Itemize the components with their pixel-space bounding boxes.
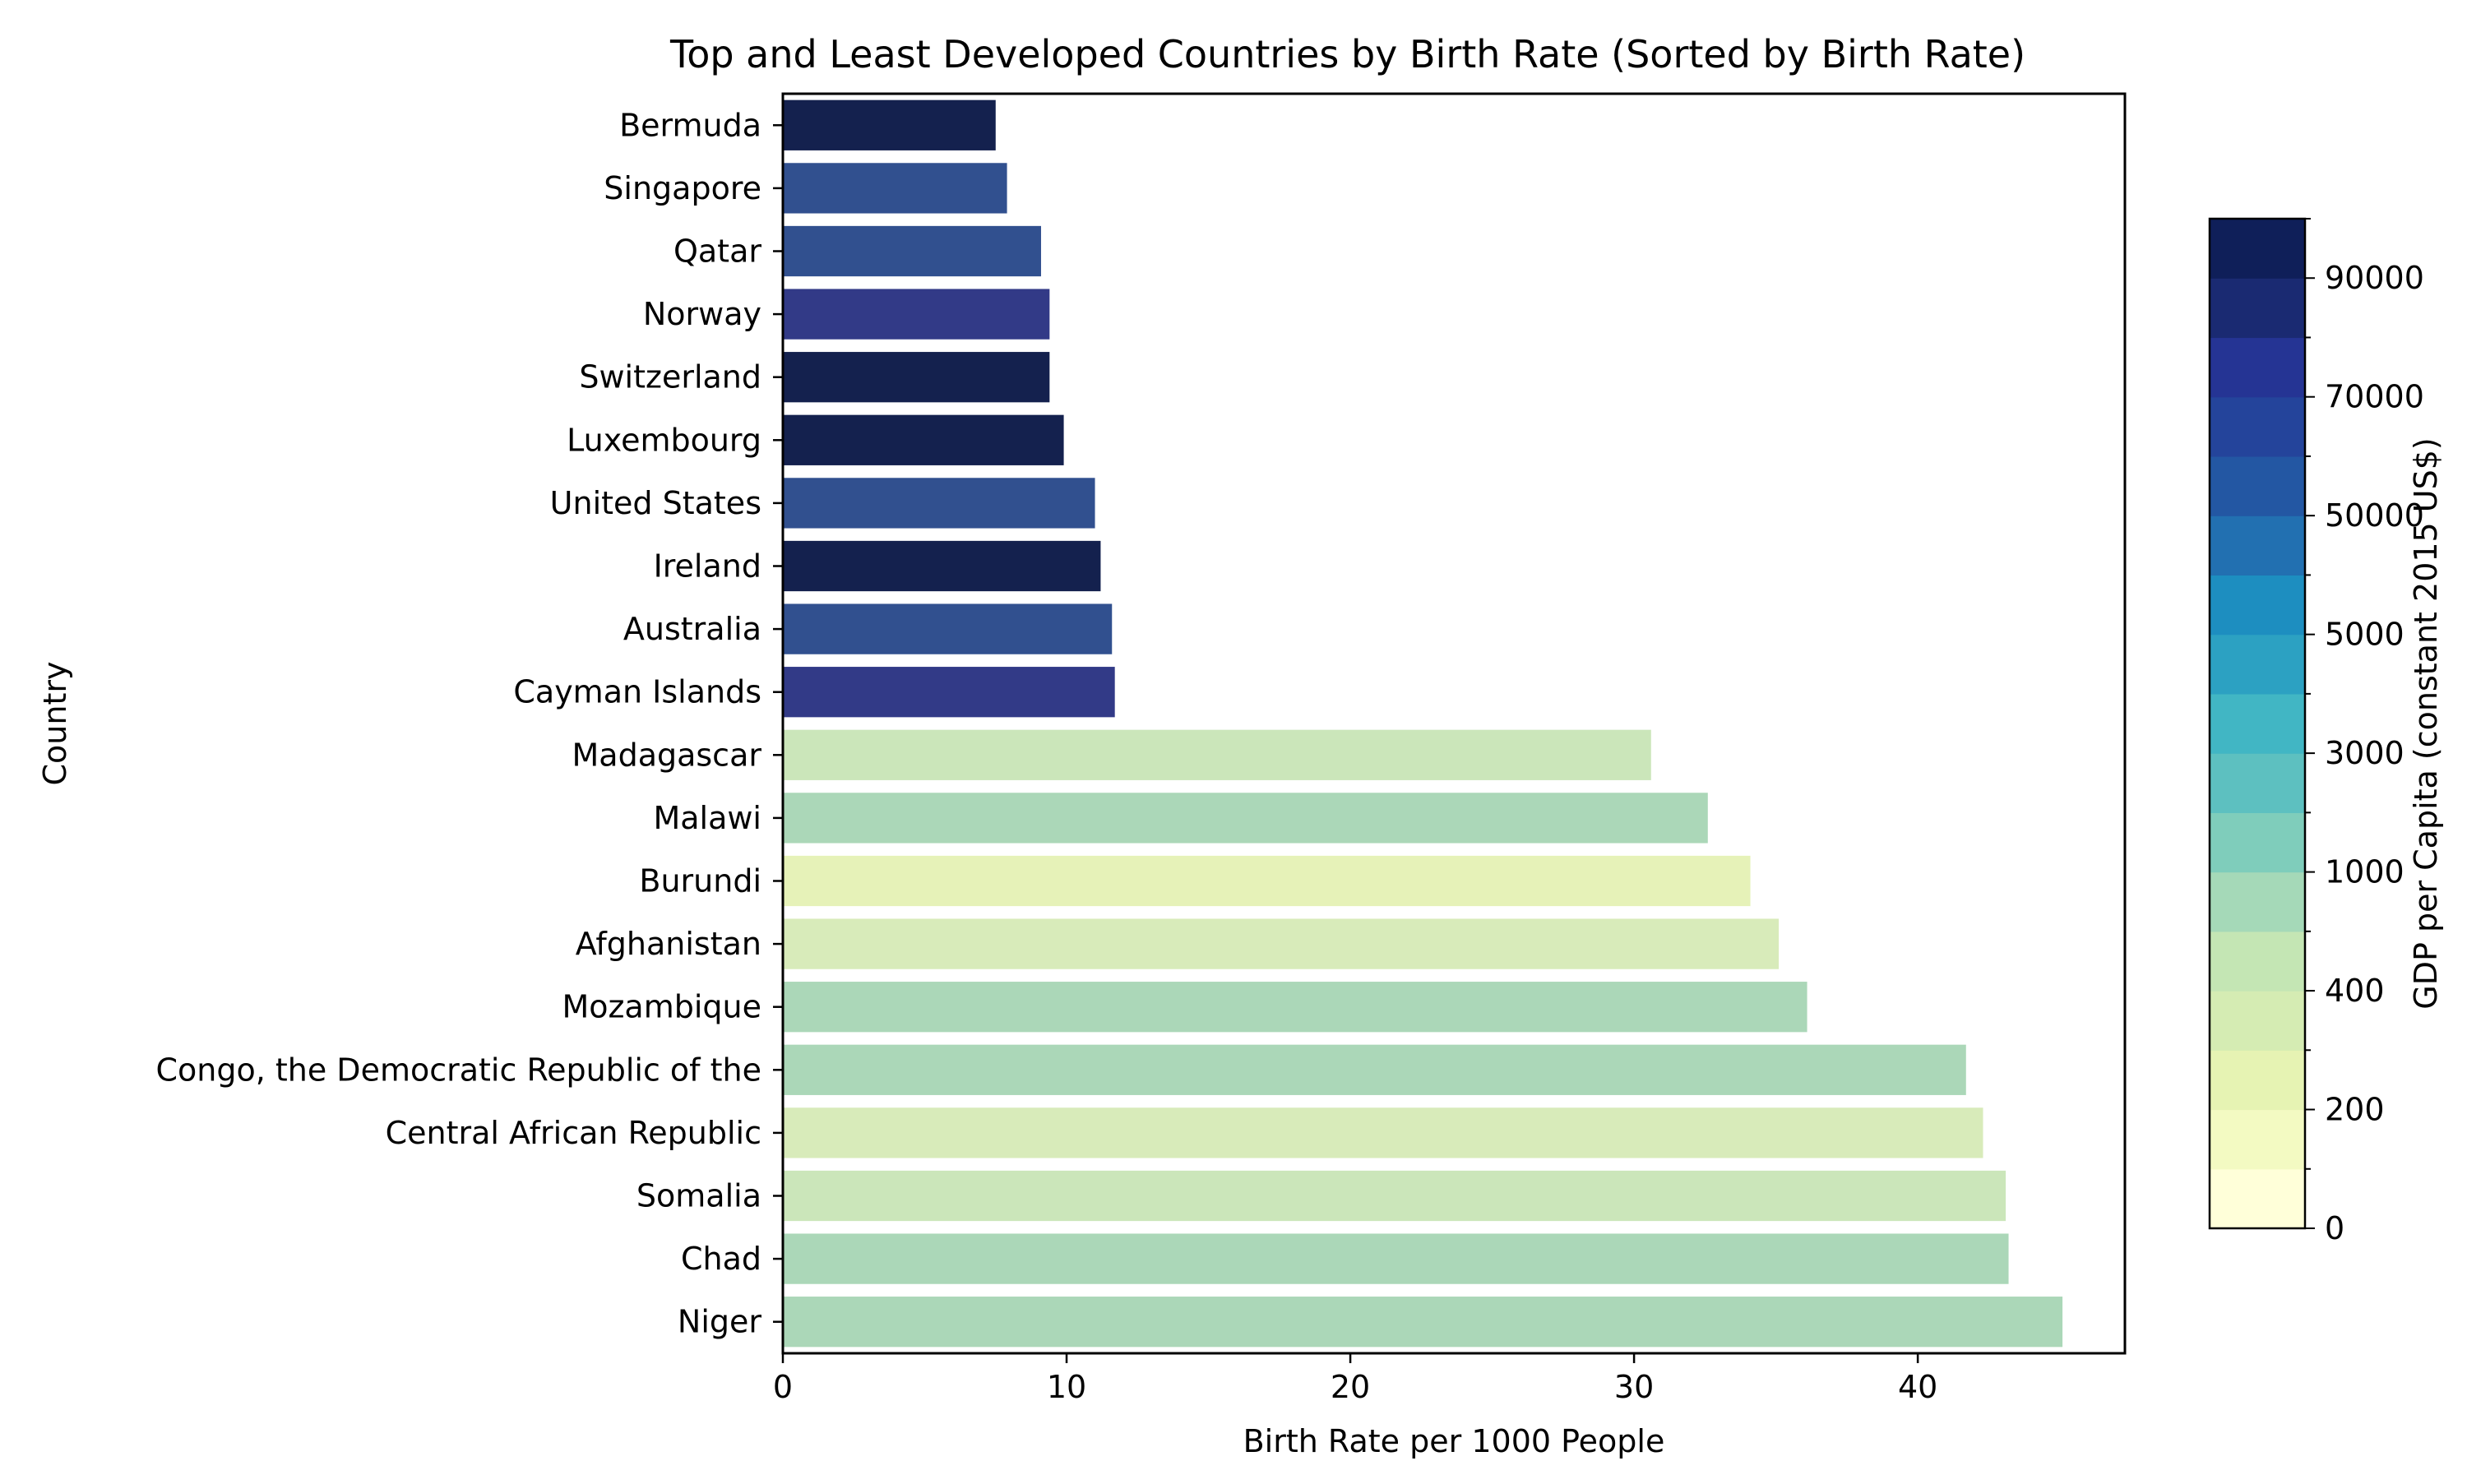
y-tick-label: Niger [678, 1304, 761, 1340]
bar [783, 729, 1651, 780]
y-tick-label: Mozambique [562, 989, 761, 1025]
bar [783, 667, 1115, 718]
bar [783, 478, 1095, 529]
colorbar-bin [2210, 991, 2305, 1051]
bar [783, 1044, 1966, 1095]
y-tick-label: Norway [643, 296, 761, 332]
bar [783, 540, 1101, 592]
bar [783, 352, 1050, 403]
colorbar-bin [2210, 871, 2305, 932]
colorbar-tick-label: 5000 [2325, 617, 2405, 653]
y-tick-label: Singapore [604, 170, 761, 206]
colorbar-bin [2210, 753, 2305, 813]
y-tick-label: Cayman Islands [513, 674, 761, 710]
colorbar-tick-label: 1000 [2325, 854, 2405, 890]
bars-layer [783, 99, 2063, 1348]
y-tick-label: Madagascar [572, 737, 762, 773]
colorbar-bin [2210, 396, 2305, 457]
y-tick-label: Switzerland [579, 359, 761, 395]
colorbar-bin [2210, 931, 2305, 992]
bar [783, 225, 1041, 277]
colorbar-bin [2210, 1050, 2305, 1111]
y-tick-label: Ireland [654, 548, 761, 585]
colorbar-tick-label: 70000 [2325, 379, 2424, 415]
y-tick-label: Qatar [673, 233, 761, 270]
y-tick-label: United States [550, 485, 761, 521]
bar [783, 163, 1007, 214]
colorbar-bin [2210, 455, 2305, 516]
bar [783, 855, 1751, 907]
y-axis-ticks: Bermuda Singapore Qatar Norway Switzerland Lu… [155, 107, 783, 1340]
chart-title: Top and Least Developed Countries by Bir… [669, 32, 2025, 76]
x-axis-ticks: 0 10 20 30 40 [773, 1353, 1937, 1405]
y-tick-label: Burundi [639, 863, 761, 899]
colorbar-label: GDP per Capita (constant 2015 US$) [2408, 437, 2444, 1010]
colorbar-tick-label: 200 [2325, 1092, 2385, 1128]
y-tick-label: Somalia [636, 1178, 761, 1214]
y-tick-label: Chad [681, 1241, 761, 1277]
y-tick-label: Luxembourg [567, 422, 761, 458]
bar [783, 414, 1064, 465]
colorbar-frame [2208, 217, 2307, 1230]
colorbar-bin [2210, 515, 2305, 576]
y-tick-label: Congo, the Democratic Republic of the [155, 1052, 761, 1088]
bar [783, 1297, 2063, 1348]
colorbar-bin [2210, 1168, 2305, 1229]
colorbar-bin [2210, 219, 2305, 279]
bar [783, 1170, 2006, 1222]
colorbar-bin [2210, 634, 2305, 695]
y-tick-label: Afghanistan [576, 926, 761, 962]
bar [783, 982, 1807, 1033]
y-tick-label: Central African Republic [386, 1115, 761, 1151]
colorbar-tick-label: 90000 [2325, 260, 2424, 296]
x-tick-label: 20 [1331, 1369, 1370, 1405]
bar [783, 1233, 2009, 1284]
colorbar-bins [2210, 219, 2305, 1229]
colorbar-bin [2210, 812, 2305, 873]
bar [783, 918, 1780, 969]
colorbar-bin [2210, 337, 2305, 398]
y-tick-label: Malawi [653, 800, 761, 836]
x-axis-label: Birth Rate per 1000 People [1243, 1423, 1665, 1459]
colorbar: 0 200 400 1000 3000 5000 50000 70000 90000 GDP p… [2208, 217, 2444, 1246]
bar [783, 603, 1113, 654]
bar [783, 793, 1708, 844]
y-tick-label: Australia [623, 611, 761, 647]
bar [783, 289, 1050, 340]
x-tick-label: 0 [773, 1369, 793, 1405]
colorbar-tick-label: 400 [2325, 973, 2385, 1009]
x-tick-label: 30 [1614, 1369, 1654, 1405]
y-axis-label: Country [37, 662, 73, 786]
bar [783, 1107, 1983, 1158]
colorbar-bin [2210, 693, 2305, 754]
x-tick-label: 40 [1898, 1369, 1937, 1405]
colorbar-tick-label: 50000 [2325, 497, 2424, 534]
colorbar-tick-label: 0 [2325, 1210, 2344, 1246]
plot-frame [781, 92, 2127, 1355]
colorbar-tick-label: 3000 [2325, 735, 2405, 771]
colorbar-bin [2210, 1109, 2305, 1170]
bar [783, 99, 996, 150]
y-tick-label: Bermuda [619, 107, 761, 143]
x-tick-label: 10 [1047, 1369, 1086, 1405]
colorbar-bin [2210, 278, 2305, 339]
colorbar-bin [2210, 575, 2305, 636]
colorbar-ticks: 0 200 400 1000 3000 5000 50000 70000 90000 [2305, 218, 2424, 1246]
